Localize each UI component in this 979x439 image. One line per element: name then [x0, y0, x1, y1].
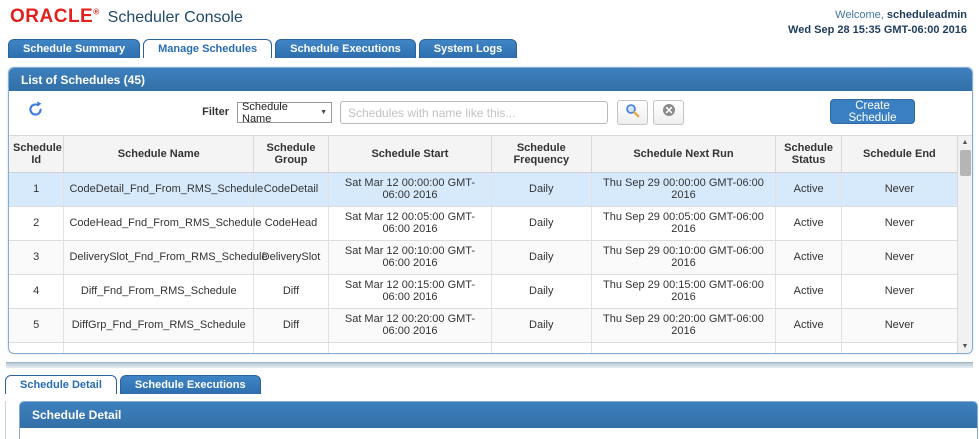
cell-schedule-status: Active — [775, 206, 842, 241]
cell-schedule-group: DeliverySlot — [253, 240, 329, 275]
cell-schedule-name: CodeDetail_Fnd_From_RMS_Schedule — [63, 172, 263, 207]
filter-label: Filter — [202, 106, 229, 118]
schedule-detail-title: Schedule Detail — [20, 402, 977, 428]
scroll-up-arrow-icon[interactable]: ▲ — [961, 139, 969, 146]
cell-schedule-end: Never — [841, 206, 957, 241]
filter-select[interactable]: Schedule Name ▼ — [237, 100, 332, 125]
cell-schedule-group: CodeHead — [253, 206, 329, 241]
horizontal-splitter[interactable] — [6, 362, 973, 368]
cell-schedule-end: Never — [841, 172, 957, 207]
refresh-button[interactable] — [25, 101, 45, 121]
detail-tab-content: Schedule Detail — [5, 401, 979, 439]
cell-schedule-end: Never — [841, 240, 957, 275]
tab-schedule-executions[interactable]: Schedule Executions — [275, 39, 416, 58]
cell-schedule-id: 2 — [9, 206, 65, 241]
col-schedule-next-run: Schedule Next Run — [591, 136, 777, 173]
tab-system-logs[interactable]: System Logs — [418, 39, 518, 58]
col-schedule-id: Schedule Id — [9, 136, 65, 173]
main-tab-bar: Schedule Summary Manage Schedules Schedu… — [8, 39, 979, 58]
create-schedule-button[interactable]: Create Schedule — [830, 99, 915, 124]
cell-schedule-status: Active — [775, 172, 842, 207]
brand: ORACLE® Scheduler Console — [10, 6, 243, 28]
schedules-toolbar: Filter Schedule Name ▼ Create Schedule — [9, 91, 972, 135]
page-title: Scheduler Console — [107, 9, 243, 26]
cell-schedule-id: 1 — [9, 172, 65, 207]
cell-schedule-frequency: Daily — [491, 172, 592, 207]
col-schedule-frequency: Schedule Frequency — [491, 136, 592, 173]
registered-mark: ® — [93, 7, 100, 17]
cell-schedule-id: 5 — [9, 308, 65, 343]
search-icon — [625, 103, 640, 123]
cell-schedule-end: Never — [841, 308, 957, 343]
schedules-table: Schedule Id Schedule Name Schedule Group… — [9, 136, 957, 353]
welcome-text: Welcome, scheduleadmin — [835, 9, 967, 21]
table-row[interactable]: 1 CodeDetail_Fnd_From_RMS_Schedule CodeD… — [9, 172, 957, 207]
oracle-logo: ORACLE® — [10, 6, 100, 27]
cell-schedule-name: Diff_Fnd_From_RMS_Schedule — [63, 274, 255, 309]
table-row[interactable]: 3 DeliverySlot_Fnd_From_RMS_Schedule Del… — [9, 240, 957, 275]
cell-schedule-group: Diff — [253, 308, 329, 343]
cell-schedule-status: Active — [775, 274, 842, 309]
refresh-icon — [27, 101, 44, 121]
cell-schedule-frequency: Daily — [491, 206, 592, 241]
cell-schedule-start: Sat Mar 12 00:15:00 GMT-06:00 2016 — [328, 274, 493, 309]
tab-manage-schedules[interactable]: Manage Schedules — [143, 39, 273, 58]
clear-search-button[interactable] — [653, 100, 684, 125]
cell-schedule-frequency: Daily — [491, 308, 592, 343]
cell-schedule-start: Sat Mar 12 00:00:00 GMT-06:00 2016 — [328, 172, 493, 207]
cell-schedule-name: DeliverySlot_Fnd_From_RMS_Schedule — [63, 240, 268, 275]
list-panel-title: List of Schedules (45) — [9, 68, 972, 91]
table-row-partial[interactable] — [9, 342, 957, 353]
chevron-down-icon: ▼ — [320, 109, 327, 116]
tab-schedule-summary[interactable]: Schedule Summary — [8, 39, 141, 58]
cell-schedule-id: 3 — [9, 240, 65, 275]
cell-schedule-start: Sat Mar 12 00:10:00 GMT-06:00 2016 — [328, 240, 493, 275]
cell-schedule-id: 4 — [9, 274, 65, 309]
schedule-detail-panel: Schedule Detail — [19, 401, 978, 439]
list-of-schedules-panel: List of Schedules (45) Filter Schedule N… — [8, 67, 973, 354]
username: scheduleadmin — [886, 9, 967, 21]
cell-schedule-next-run: Thu Sep 29 00:05:00 GMT-06:00 2016 — [591, 206, 777, 241]
cell-schedule-start: Sat Mar 12 00:05:00 GMT-06:00 2016 — [328, 206, 493, 241]
cell-schedule-status: Active — [775, 240, 842, 275]
cell-schedule-group: Diff — [253, 274, 329, 309]
col-schedule-end: Schedule End — [841, 136, 957, 173]
col-schedule-start: Schedule Start — [328, 136, 493, 173]
table-row[interactable]: 4 Diff_Fnd_From_RMS_Schedule Diff Sat Ma… — [9, 274, 957, 309]
header-user-info: Welcome, scheduleadmin Wed Sep 28 15:35 … — [788, 6, 967, 38]
table-row[interactable]: 5 DiffGrp_Fnd_From_RMS_Schedule Diff Sat… — [9, 308, 957, 343]
cell-schedule-group: CodeDetail — [253, 172, 329, 207]
cell-schedule-next-run: Thu Sep 29 00:10:00 GMT-06:00 2016 — [591, 240, 777, 275]
search-button[interactable] — [617, 100, 648, 125]
vertical-scrollbar[interactable]: ▲ ▼ — [957, 136, 972, 353]
cell-schedule-next-run: Thu Sep 29 00:00:00 GMT-06:00 2016 — [591, 172, 777, 207]
scrollbar-thumb[interactable] — [959, 150, 971, 176]
search-input[interactable] — [340, 101, 608, 124]
table-row[interactable]: 2 CodeHead_Fnd_From_RMS_Schedule CodeHea… — [9, 206, 957, 241]
tab-schedule-detail[interactable]: Schedule Detail — [5, 375, 117, 394]
cell-schedule-name: CodeHead_Fnd_From_RMS_Schedule — [63, 206, 261, 241]
table-header-row: Schedule Id Schedule Name Schedule Group… — [9, 136, 957, 173]
cell-schedule-start: Sat Mar 12 00:20:00 GMT-06:00 2016 — [328, 308, 493, 343]
scroll-down-arrow-icon[interactable]: ▼ — [961, 343, 969, 350]
col-schedule-status: Schedule Status — [775, 136, 842, 173]
app-header: ORACLE® Scheduler Console Welcome, sched… — [0, 0, 979, 36]
current-datetime: Wed Sep 28 15:35 GMT-06:00 2016 — [788, 24, 967, 36]
cell-schedule-status: Active — [775, 308, 842, 343]
clear-icon — [662, 103, 676, 122]
cell-schedule-end: Never — [841, 274, 957, 309]
col-schedule-name: Schedule Name — [63, 136, 255, 173]
schedules-table-area: Schedule Id Schedule Name Schedule Group… — [9, 135, 972, 353]
detail-tab-bar: Schedule Detail Schedule Executions — [5, 375, 979, 394]
cell-schedule-name: DiffGrp_Fnd_From_RMS_Schedule — [63, 308, 255, 343]
cell-schedule-next-run: Thu Sep 29 00:20:00 GMT-06:00 2016 — [591, 308, 777, 343]
cell-schedule-next-run: Thu Sep 29 00:15:00 GMT-06:00 2016 — [591, 274, 777, 309]
tab-detail-schedule-executions[interactable]: Schedule Executions — [119, 375, 261, 394]
col-schedule-group: Schedule Group — [253, 136, 329, 173]
cell-schedule-frequency: Daily — [491, 240, 592, 275]
filter-select-value: Schedule Name — [242, 100, 288, 125]
cell-schedule-frequency: Daily — [491, 274, 592, 309]
